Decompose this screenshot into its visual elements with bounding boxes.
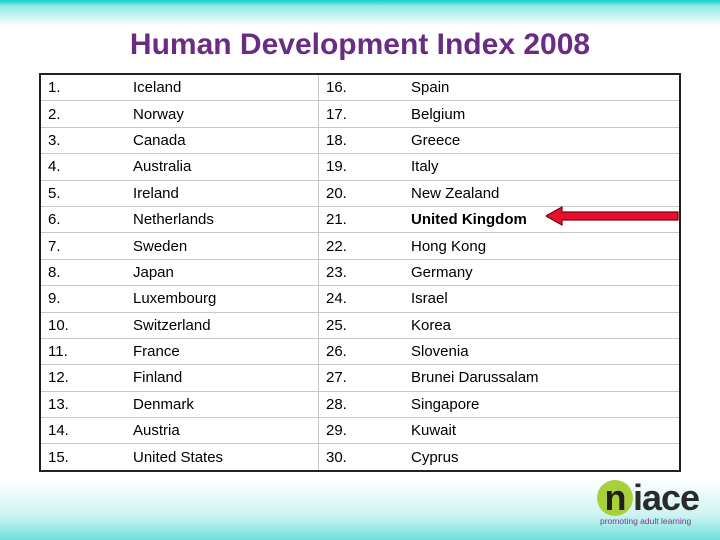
rank-cell: 1. — [39, 73, 126, 102]
rank-cell: 22. — [318, 232, 404, 260]
rank-cell: 18. — [318, 126, 404, 155]
table-row: 10. Switzerland 25. Korea — [39, 311, 681, 339]
rank-cell: 11. — [39, 337, 126, 366]
rank-cell: 19. — [318, 153, 404, 181]
country-cell: Cyprus — [404, 443, 681, 472]
country-cell: United States — [126, 443, 319, 472]
rank-cell: 10. — [39, 311, 126, 339]
rank-cell: 24. — [318, 285, 404, 313]
table-row: 1. Iceland 16. Spain — [39, 73, 681, 102]
table-row: 13. Denmark 28. Singapore — [39, 390, 681, 419]
table-row: 4. Australia 19. Italy — [39, 153, 681, 181]
rank-cell: 21. — [318, 205, 404, 234]
country-cell: Australia — [126, 153, 319, 181]
country-cell: New Zealand — [404, 179, 681, 207]
country-cell: Spain — [404, 73, 681, 102]
country-cell: Israel — [404, 285, 681, 313]
country-cell: Singapore — [404, 390, 681, 419]
rank-cell: 4. — [39, 153, 126, 181]
page-title: Human Development Index 2008 — [129, 28, 591, 61]
country-cell: Luxembourg — [126, 285, 319, 313]
country-cell: Greece — [404, 126, 681, 155]
rank-cell: 16. — [318, 73, 404, 102]
country-cell: Norway — [126, 100, 319, 128]
country-cell: Germany — [404, 258, 681, 287]
rank-cell: 12. — [39, 364, 126, 392]
country-cell: Denmark — [126, 390, 319, 419]
country-cell: Iceland — [126, 73, 319, 102]
country-cell: Canada — [126, 126, 319, 155]
rank-cell: 14. — [39, 417, 126, 445]
niace-logo: n iace promoting adult learning — [597, 478, 709, 530]
table-row: 14. Austria 29. Kuwait — [39, 417, 681, 445]
country-cell: Switzerland — [126, 311, 319, 339]
rank-cell: 27. — [318, 364, 404, 392]
rank-cell: 20. — [318, 179, 404, 207]
country-cell: Belgium — [404, 100, 681, 128]
rank-cell: 28. — [318, 390, 404, 419]
country-cell: Italy — [404, 153, 681, 181]
table-row: 5. Ireland 20. New Zealand — [39, 179, 681, 207]
rank-cell: 17. — [318, 100, 404, 128]
country-cell: Hong Kong — [404, 232, 681, 260]
rank-cell: 2. — [39, 100, 126, 128]
table-row: 9. Luxembourg 24. Israel — [39, 285, 681, 313]
highlight-arrow-icon — [546, 206, 679, 226]
rank-cell: 23. — [318, 258, 404, 287]
table-row: 2. Norway 17. Belgium — [39, 100, 681, 128]
rank-cell: 30. — [318, 443, 404, 472]
rank-cell: 3. — [39, 126, 126, 155]
rank-cell: 13. — [39, 390, 126, 419]
hdi-ranking-table: 1. Iceland 16. Spain 2. Norway 17. Belgium 3. Can… — [39, 73, 681, 472]
country-cell: France — [126, 337, 319, 366]
rank-cell: 25. — [318, 311, 404, 339]
table-row: 8. Japan 23. Germany — [39, 258, 681, 287]
rank-cell: 5. — [39, 179, 126, 207]
logo-tagline: promoting adult learning — [600, 516, 692, 526]
rank-cell: 6. — [39, 205, 126, 234]
table-row: 7. Sweden 22. Hong Kong — [39, 232, 681, 260]
logo-text: iace — [633, 477, 700, 518]
country-cell: Ireland — [126, 179, 319, 207]
rank-cell: 9. — [39, 285, 126, 313]
rank-cell: 7. — [39, 232, 126, 260]
country-cell: Kuwait — [404, 417, 681, 445]
table-row: 11. France 26. Slovenia — [39, 337, 681, 366]
table-row: 3. Canada 18. Greece — [39, 126, 681, 155]
rank-cell: 26. — [318, 337, 404, 366]
country-cell: Brunei Darussalam — [404, 364, 681, 392]
country-cell: Finland — [126, 364, 319, 392]
table-row: 12. Finland 27. Brunei Darussalam — [39, 364, 681, 392]
rank-cell: 15. — [39, 443, 126, 472]
country-cell: Austria — [126, 417, 319, 445]
rank-cell: 29. — [318, 417, 404, 445]
country-cell: Korea — [404, 311, 681, 339]
table-row: 15. United States 30. Cyprus — [39, 443, 681, 472]
country-cell: Slovenia — [404, 337, 681, 366]
logo-n: n — [597, 480, 633, 516]
country-cell: Japan — [126, 258, 319, 287]
country-cell: Netherlands — [126, 205, 319, 234]
rank-cell: 8. — [39, 258, 126, 287]
country-cell: Sweden — [126, 232, 319, 260]
